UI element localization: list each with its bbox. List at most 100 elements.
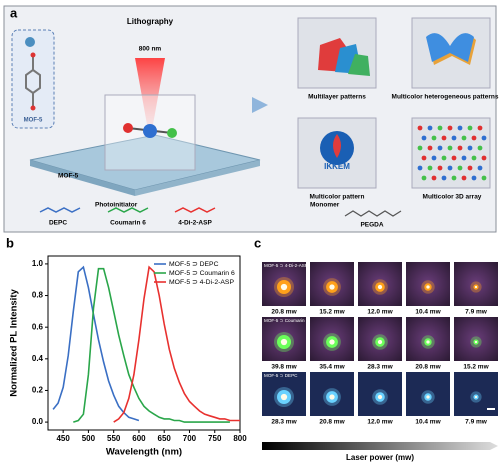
monomer-name: PEGDA — [360, 222, 383, 229]
dot — [461, 135, 467, 141]
power-label: 20.8 mw — [415, 364, 441, 371]
power-label: 20.8 mw — [271, 309, 297, 316]
dot — [431, 175, 437, 181]
dot — [441, 175, 447, 181]
logo — [333, 134, 341, 158]
result-label: Multicolor pattern — [310, 194, 365, 201]
x-tick-label: 700 — [183, 434, 197, 443]
y-tick-label: 0.4 — [32, 354, 44, 363]
result-label: Multicolor heterogeneous patterns — [392, 94, 499, 101]
dot — [461, 175, 467, 181]
power-axis-label: Laser power (mw) — [346, 453, 414, 462]
dot — [427, 125, 433, 131]
dot — [471, 175, 477, 181]
x-tick-label: 600 — [132, 434, 146, 443]
dot — [421, 175, 427, 181]
micrograph — [454, 317, 498, 361]
power-label: 15.2 mw — [463, 364, 489, 371]
panel-a: a Lithography MOF-5 800 nm MOF-5 Multila… — [3, 5, 499, 233]
legend-label: MOF-5 ⊃ Coumarin 6 — [169, 270, 235, 277]
power-label: 35.4 mw — [319, 364, 345, 371]
dot — [437, 125, 443, 131]
molecule — [174, 207, 216, 213]
panel-label: b — [6, 235, 14, 250]
dot — [457, 125, 463, 131]
core — [377, 394, 383, 400]
series-line — [73, 267, 230, 423]
dot — [447, 125, 453, 131]
dot — [471, 155, 477, 161]
row-label: MOF-5 ⊃ 4-Di-2-ASP — [264, 263, 308, 268]
dot — [471, 135, 477, 141]
atom — [30, 52, 36, 58]
substrate-edge — [135, 160, 260, 196]
dot — [481, 155, 487, 161]
core — [474, 340, 478, 344]
micrograph — [454, 262, 498, 306]
cube-2: Multicolor heterogeneous patterns — [392, 17, 499, 101]
initiator-name: Coumarin 6 — [110, 220, 146, 227]
dot — [447, 165, 453, 171]
power-label: 20.8 mw — [319, 419, 345, 426]
core — [329, 284, 335, 290]
butterfly — [426, 33, 474, 62]
core — [280, 393, 288, 401]
atom — [167, 128, 177, 138]
y-axis-label: Normalized PL Intensity — [9, 289, 20, 397]
monomer-label: Monomer — [310, 202, 340, 209]
core — [329, 394, 335, 400]
x-tick-label: 450 — [56, 434, 70, 443]
laser-label: 800 nm — [139, 46, 162, 53]
dot — [421, 155, 427, 161]
x-axis-label: Wavelength (nm) — [106, 447, 182, 458]
core — [377, 284, 383, 290]
mof-label: MOF-5 — [24, 118, 43, 124]
initiator-name: 4-Di-2-ASP — [178, 220, 212, 227]
legend-label: MOF-5 ⊃ 4-Di-2-ASP — [169, 279, 234, 286]
legend-label: MOF-5 ⊃ DEPC — [169, 261, 219, 268]
dot — [427, 165, 433, 171]
logo-text: IKKEM — [324, 162, 350, 171]
core — [377, 339, 383, 345]
heading: Lithography — [127, 17, 174, 26]
dot — [431, 155, 437, 161]
molecule — [344, 210, 402, 217]
cube-1: Multilayer patterns — [297, 17, 377, 101]
dot — [417, 145, 423, 151]
core — [474, 395, 478, 399]
dot — [467, 125, 473, 131]
substrate-label: MOF-5 — [58, 173, 79, 180]
dot — [417, 125, 423, 131]
dot — [451, 135, 457, 141]
result-label: Multilayer patterns — [308, 94, 366, 101]
dot — [467, 165, 473, 171]
y-tick-label: 0.8 — [32, 291, 44, 300]
initiator-name: DEPC — [49, 220, 67, 227]
series-line — [113, 265, 240, 423]
dot — [431, 135, 437, 141]
dot — [427, 145, 433, 151]
core — [280, 338, 288, 346]
x-tick-label: 800 — [233, 434, 247, 443]
shape — [348, 54, 370, 76]
cube — [297, 17, 377, 89]
result-label: Multicolor 3D array — [423, 194, 482, 201]
power-label: 10.4 mw — [415, 419, 441, 426]
arrow — [252, 97, 268, 113]
dot — [457, 145, 463, 151]
dot — [421, 135, 427, 141]
dot — [457, 165, 463, 171]
dot — [461, 155, 467, 161]
core — [280, 283, 288, 291]
atom — [143, 124, 157, 138]
metal-node — [25, 37, 35, 47]
dot — [451, 175, 457, 181]
power-label: 28.3 mw — [367, 364, 393, 371]
y-tick-label: 0.2 — [32, 386, 44, 395]
core — [426, 395, 430, 399]
power-label: 39.8 mw — [271, 364, 297, 371]
dot — [417, 165, 423, 171]
row-label: MOF-5 ⊃ Coumarin 6 — [264, 318, 309, 323]
series-line — [52, 265, 140, 422]
dot — [477, 125, 483, 131]
